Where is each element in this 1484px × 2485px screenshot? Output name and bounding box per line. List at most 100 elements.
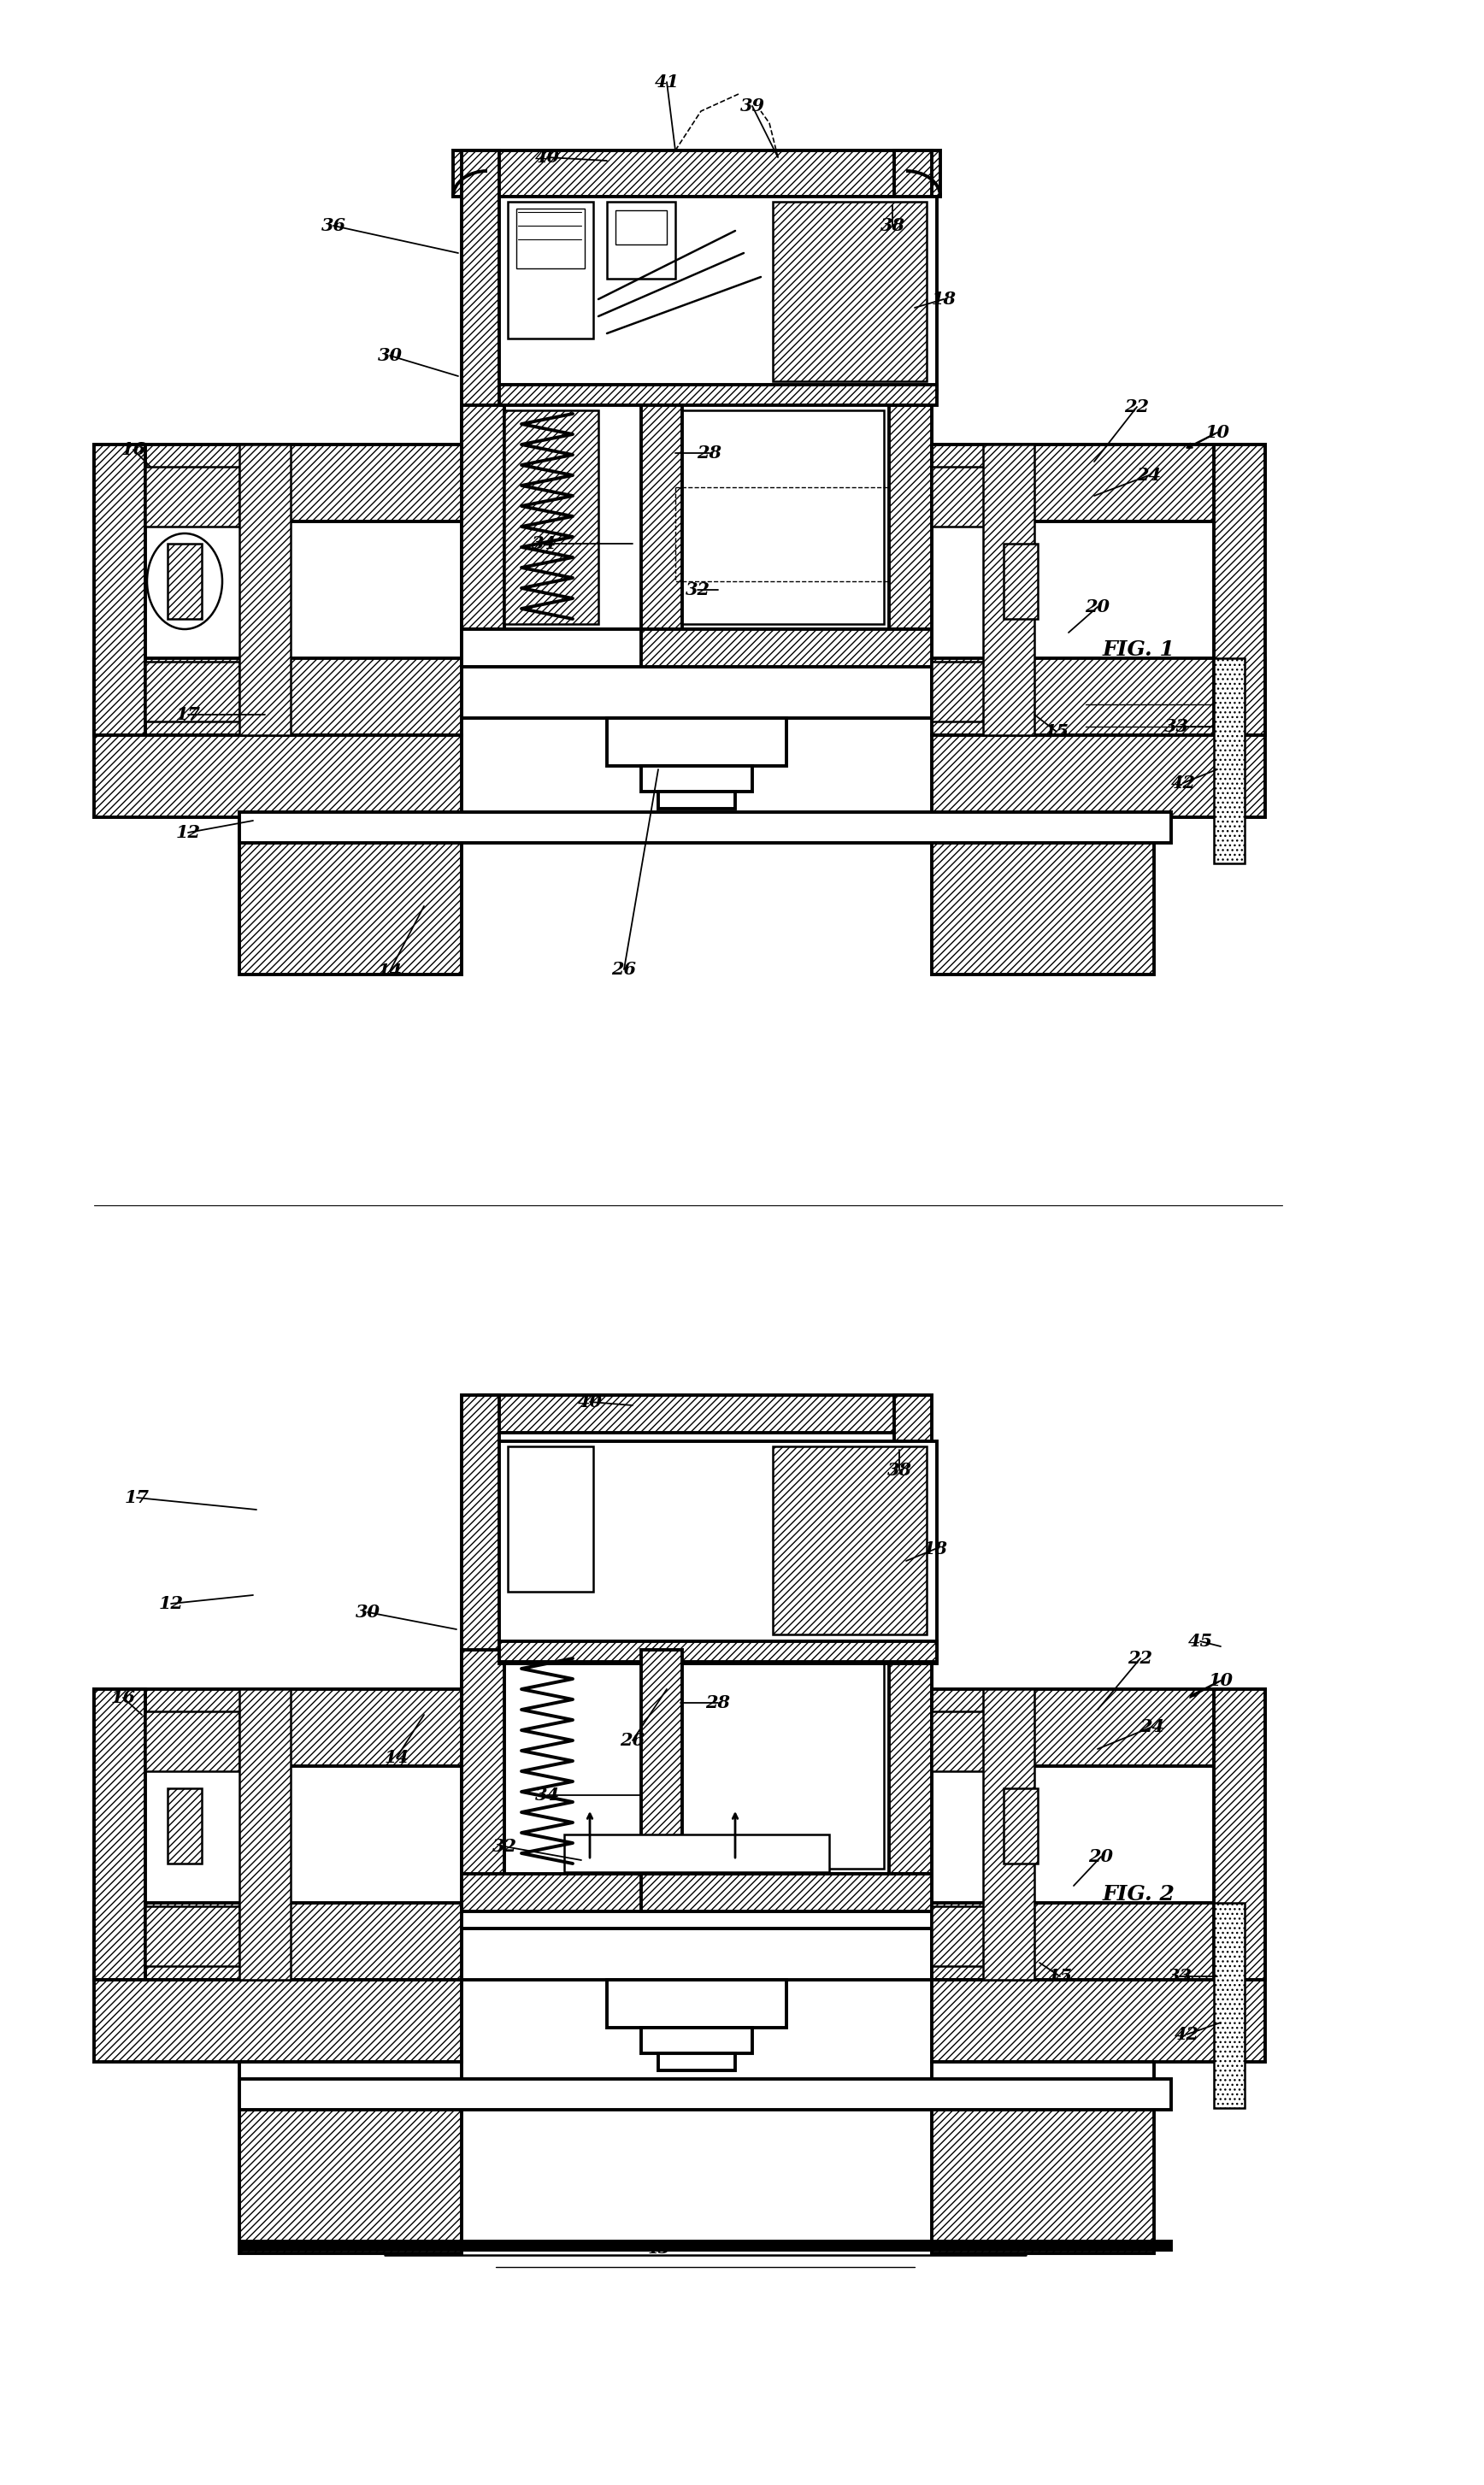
Polygon shape bbox=[1214, 445, 1266, 736]
Polygon shape bbox=[93, 659, 462, 736]
Text: 34: 34 bbox=[531, 534, 556, 552]
Polygon shape bbox=[932, 1712, 1025, 1772]
Text: 40: 40 bbox=[534, 149, 559, 166]
Text: 30: 30 bbox=[355, 1603, 380, 1620]
Polygon shape bbox=[932, 661, 1025, 721]
Polygon shape bbox=[145, 467, 239, 527]
Polygon shape bbox=[145, 1712, 239, 1772]
Polygon shape bbox=[659, 2053, 735, 2070]
Polygon shape bbox=[93, 1904, 462, 1981]
Polygon shape bbox=[462, 152, 499, 629]
Text: 15: 15 bbox=[1048, 1968, 1073, 1986]
Polygon shape bbox=[932, 818, 1155, 837]
Polygon shape bbox=[616, 211, 666, 244]
Text: 26: 26 bbox=[611, 962, 637, 979]
Polygon shape bbox=[93, 1690, 145, 1981]
Polygon shape bbox=[564, 1834, 830, 1871]
Text: 38: 38 bbox=[887, 1461, 911, 1479]
Text: 16: 16 bbox=[122, 442, 145, 457]
Polygon shape bbox=[678, 1655, 884, 1869]
Text: FIG. 1: FIG. 1 bbox=[1103, 639, 1175, 661]
Polygon shape bbox=[462, 1874, 932, 1911]
Polygon shape bbox=[239, 837, 462, 974]
Text: 14: 14 bbox=[377, 962, 402, 979]
Polygon shape bbox=[168, 1789, 202, 1864]
Text: 45: 45 bbox=[1187, 1633, 1212, 1650]
Polygon shape bbox=[1214, 1904, 1245, 2107]
Polygon shape bbox=[239, 1690, 291, 1981]
Text: 20: 20 bbox=[1089, 1849, 1113, 1866]
Text: 20: 20 bbox=[1085, 599, 1110, 616]
Text: 42: 42 bbox=[1174, 2025, 1199, 2043]
Polygon shape bbox=[982, 445, 1034, 736]
Polygon shape bbox=[462, 1650, 505, 1894]
Polygon shape bbox=[895, 1394, 932, 1874]
Text: 32: 32 bbox=[686, 581, 709, 599]
Polygon shape bbox=[462, 405, 505, 634]
Text: 10: 10 bbox=[1208, 1672, 1233, 1690]
Polygon shape bbox=[932, 467, 1025, 527]
Polygon shape bbox=[773, 1446, 926, 1635]
Polygon shape bbox=[773, 201, 926, 380]
Polygon shape bbox=[505, 410, 598, 624]
Polygon shape bbox=[239, 818, 462, 837]
Text: 38: 38 bbox=[880, 216, 905, 234]
Polygon shape bbox=[641, 1874, 932, 1911]
Text: 10: 10 bbox=[1205, 425, 1230, 442]
Polygon shape bbox=[889, 405, 932, 634]
Polygon shape bbox=[499, 1441, 936, 1662]
Polygon shape bbox=[462, 629, 932, 666]
Text: 33: 33 bbox=[1163, 718, 1189, 736]
Text: 24: 24 bbox=[1140, 1717, 1165, 1735]
Polygon shape bbox=[93, 736, 462, 818]
Text: 22: 22 bbox=[1128, 1650, 1153, 1667]
Text: 18: 18 bbox=[932, 291, 956, 308]
Polygon shape bbox=[239, 2063, 462, 2082]
Text: 15: 15 bbox=[1045, 723, 1068, 741]
Text: 42: 42 bbox=[1171, 775, 1196, 793]
Polygon shape bbox=[1003, 1789, 1037, 1864]
Polygon shape bbox=[508, 201, 594, 338]
Polygon shape bbox=[982, 1690, 1034, 1981]
Text: 24: 24 bbox=[1137, 467, 1162, 485]
Polygon shape bbox=[462, 1394, 499, 1874]
Text: FIG. 2: FIG. 2 bbox=[1103, 1884, 1175, 1904]
Polygon shape bbox=[932, 2063, 1155, 2082]
Polygon shape bbox=[93, 1981, 462, 2063]
Polygon shape bbox=[145, 1906, 239, 1966]
Text: 36: 36 bbox=[321, 216, 346, 234]
Polygon shape bbox=[499, 385, 936, 405]
Polygon shape bbox=[93, 445, 145, 736]
Text: 41: 41 bbox=[654, 75, 680, 89]
Polygon shape bbox=[499, 196, 936, 393]
Text: 18: 18 bbox=[923, 1541, 948, 1558]
Polygon shape bbox=[659, 793, 735, 808]
Polygon shape bbox=[462, 1928, 932, 1981]
Polygon shape bbox=[889, 1650, 932, 1894]
Polygon shape bbox=[239, 445, 291, 736]
Polygon shape bbox=[641, 2028, 752, 2053]
Polygon shape bbox=[239, 2080, 1171, 2110]
Text: 12: 12 bbox=[175, 825, 200, 840]
Polygon shape bbox=[932, 837, 1155, 974]
Polygon shape bbox=[932, 659, 1266, 736]
Polygon shape bbox=[1214, 1690, 1266, 1981]
Text: 43: 43 bbox=[646, 2239, 671, 2256]
Polygon shape bbox=[932, 1690, 1266, 1767]
Text: 28: 28 bbox=[697, 445, 721, 462]
Polygon shape bbox=[932, 2082, 1155, 2254]
Polygon shape bbox=[462, 666, 932, 718]
Text: 16: 16 bbox=[111, 1690, 135, 1707]
Polygon shape bbox=[641, 629, 932, 666]
Text: 26: 26 bbox=[620, 1732, 646, 1749]
Polygon shape bbox=[932, 445, 1266, 522]
Text: 17: 17 bbox=[125, 1489, 150, 1506]
Polygon shape bbox=[932, 1981, 1266, 2063]
Polygon shape bbox=[607, 1981, 787, 2028]
Polygon shape bbox=[462, 629, 932, 666]
Polygon shape bbox=[932, 1904, 1266, 1981]
Text: 12: 12 bbox=[159, 1595, 184, 1613]
Text: 17: 17 bbox=[175, 706, 200, 723]
Polygon shape bbox=[607, 201, 675, 278]
Polygon shape bbox=[678, 410, 884, 624]
